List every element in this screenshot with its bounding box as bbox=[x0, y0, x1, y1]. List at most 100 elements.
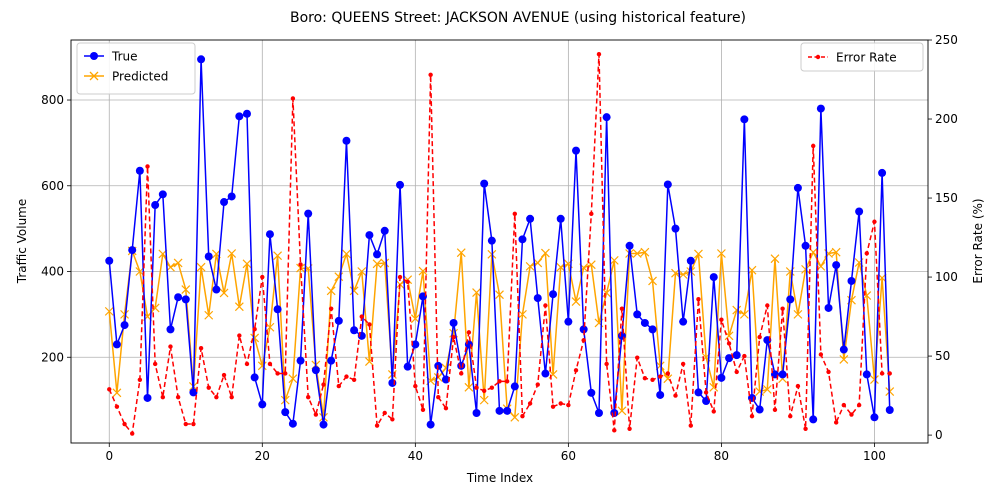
y2-axis-label: Error Rate (%) bbox=[971, 198, 985, 283]
legend-error-marker bbox=[815, 54, 821, 60]
data-point-error-rate bbox=[650, 377, 655, 382]
legend-predicted-label: Predicted bbox=[112, 70, 168, 84]
data-point-error-rate bbox=[137, 377, 143, 382]
data-point-true bbox=[870, 413, 879, 422]
data-point-error-rate bbox=[742, 353, 747, 359]
data-point-true bbox=[610, 408, 619, 417]
data-point-predicted bbox=[739, 309, 749, 319]
data-point-true bbox=[166, 325, 175, 334]
data-point-true bbox=[648, 325, 657, 334]
data-point-true bbox=[480, 179, 489, 188]
data-point-error-rate bbox=[160, 394, 166, 400]
data-point-true bbox=[403, 362, 412, 371]
data-point-true bbox=[258, 400, 267, 409]
data-point-true bbox=[824, 303, 833, 312]
data-point-error-rate bbox=[374, 423, 380, 428]
data-point-predicted bbox=[495, 290, 504, 300]
data-point-error-rate bbox=[826, 369, 831, 375]
data-point-true bbox=[579, 325, 588, 334]
data-point-error-rate bbox=[198, 345, 204, 351]
data-point-error-rate bbox=[351, 377, 357, 382]
data-point-error-rate bbox=[298, 262, 303, 267]
data-point-error-rate bbox=[260, 274, 265, 280]
data-point-error-rate bbox=[114, 404, 120, 409]
data-point-error-rate bbox=[512, 211, 518, 217]
data-point-true bbox=[625, 241, 634, 250]
legend-left-box bbox=[76, 42, 196, 95]
data-point-predicted bbox=[326, 286, 336, 296]
y2-tick-label: 0 bbox=[935, 428, 943, 442]
x-axis-label: Time Index bbox=[466, 471, 533, 485]
data-point-true bbox=[212, 285, 221, 294]
data-point-error-rate bbox=[612, 428, 617, 433]
data-point-true bbox=[541, 369, 550, 378]
data-point-error-rate bbox=[290, 96, 296, 101]
data-point-true bbox=[250, 373, 259, 382]
data-point-error-rate bbox=[726, 341, 732, 346]
data-point-predicted bbox=[120, 309, 129, 319]
data-point-true bbox=[556, 214, 565, 223]
data-point-true bbox=[204, 252, 213, 261]
data-point-error-rate bbox=[765, 303, 770, 308]
data-point-error-rate bbox=[673, 393, 678, 398]
data-point-error-rate bbox=[436, 394, 441, 400]
data-point-true bbox=[663, 180, 672, 189]
legend-true-label: True bbox=[111, 50, 138, 64]
data-point-predicted bbox=[716, 249, 726, 258]
data-point-error-rate bbox=[321, 382, 326, 387]
data-point-true bbox=[273, 305, 282, 314]
data-point-error-rate bbox=[451, 334, 456, 340]
data-point-predicted bbox=[571, 297, 581, 306]
data-point-true bbox=[304, 209, 313, 218]
y-axis-label: Traffic Volume bbox=[15, 199, 29, 285]
x-tick-label: 80 bbox=[714, 449, 729, 463]
data-point-error-rate bbox=[405, 279, 410, 284]
data-point-error-rate bbox=[841, 402, 847, 408]
y-tick-label: 400 bbox=[41, 265, 64, 279]
data-point-predicted bbox=[257, 361, 267, 371]
x-tick-label: 100 bbox=[863, 449, 886, 463]
data-point-error-rate bbox=[367, 322, 372, 327]
data-point-error-rate bbox=[497, 379, 502, 384]
data-point-predicted bbox=[525, 261, 535, 271]
data-point-true bbox=[365, 231, 374, 240]
data-point-predicted bbox=[334, 272, 344, 282]
data-point-true bbox=[495, 406, 504, 415]
data-point-error-rate bbox=[122, 421, 127, 427]
data-point-true bbox=[878, 168, 887, 177]
data-point-error-rate bbox=[459, 371, 464, 376]
data-point-error-rate bbox=[152, 361, 158, 367]
data-point-true bbox=[380, 226, 389, 235]
data-point-true bbox=[640, 318, 649, 327]
series-error-rate bbox=[107, 52, 892, 436]
y2-tick-label: 150 bbox=[935, 191, 958, 205]
data-point-predicted bbox=[349, 286, 359, 296]
data-point-error-rate bbox=[175, 394, 181, 400]
data-point-predicted bbox=[540, 248, 550, 258]
data-point-predicted bbox=[770, 254, 780, 264]
data-point-true bbox=[235, 112, 244, 121]
data-point-true bbox=[120, 321, 129, 330]
data-point-true bbox=[449, 318, 458, 327]
x-tick-label: 20 bbox=[255, 449, 270, 463]
legend-left: True Predicted bbox=[76, 42, 196, 95]
data-point-error-rate bbox=[107, 387, 112, 392]
series-layer bbox=[104, 52, 895, 436]
data-point-true bbox=[151, 201, 160, 210]
data-point-predicted bbox=[648, 276, 657, 286]
data-point-true bbox=[633, 310, 642, 319]
data-point-error-rate bbox=[481, 388, 487, 394]
data-point-true bbox=[143, 393, 152, 402]
data-point-true bbox=[197, 55, 206, 64]
series-true bbox=[105, 55, 894, 429]
data-point-error-rate bbox=[558, 401, 563, 406]
data-point-error-rate bbox=[191, 421, 196, 427]
data-point-true bbox=[839, 345, 848, 354]
y2-tick-label: 250 bbox=[935, 33, 958, 47]
data-point-true bbox=[242, 109, 251, 118]
data-point-true bbox=[549, 290, 558, 299]
data-point-true bbox=[847, 276, 856, 285]
data-point-error-rate bbox=[397, 274, 403, 280]
x-axis: 0 20 40 60 80 100 bbox=[105, 443, 886, 463]
